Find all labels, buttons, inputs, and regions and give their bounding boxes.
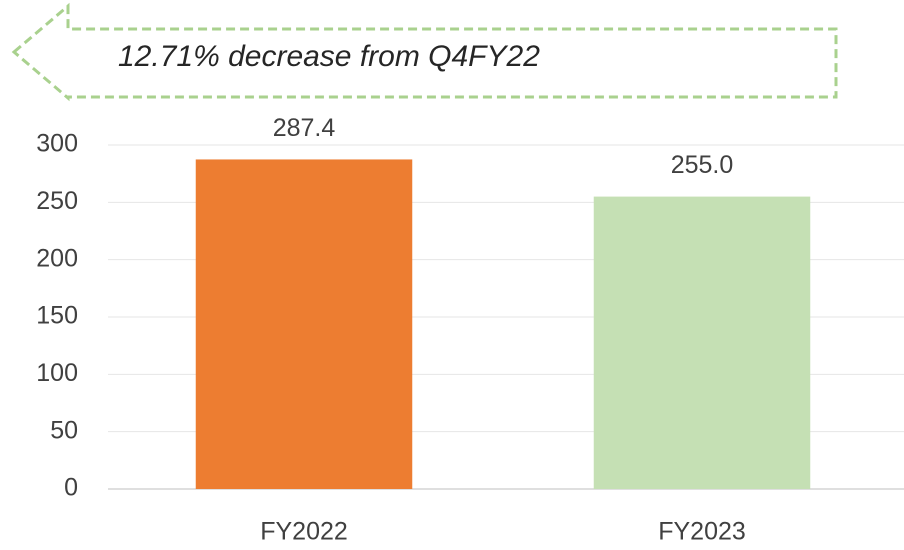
bar xyxy=(195,159,413,489)
annotation-arrow xyxy=(11,2,838,102)
y-tick-label: 200 xyxy=(36,244,78,272)
y-tick-label: 300 xyxy=(36,130,78,158)
value-label: 287.4 xyxy=(273,114,336,142)
y-tick-label: 50 xyxy=(50,416,78,444)
value-label: 255.0 xyxy=(671,151,734,179)
y-tick-label: 250 xyxy=(36,187,78,215)
x-tick-label: FY2022 xyxy=(260,518,348,546)
y-tick-label: 0 xyxy=(64,474,78,502)
y-tick-label: 150 xyxy=(36,302,78,330)
y-tick-label: 100 xyxy=(36,359,78,387)
bar xyxy=(593,196,811,489)
x-tick-label: FY2023 xyxy=(658,518,746,546)
annotation: 12.71% decrease from Q4FY22 xyxy=(118,40,540,73)
